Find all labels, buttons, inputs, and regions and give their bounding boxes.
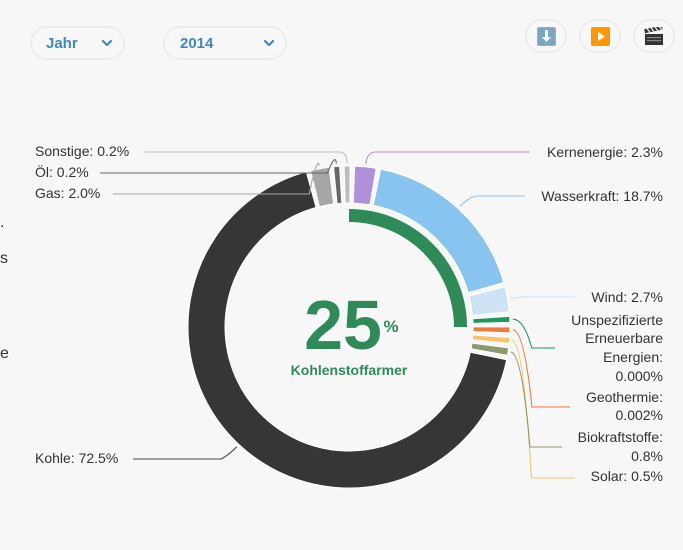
leader-line (145, 151, 348, 164)
leader-line (510, 296, 575, 300)
slice-wind[interactable] (468, 286, 510, 316)
year-select-value: 2014 (180, 34, 214, 52)
side-text-fragment: . (0, 214, 5, 231)
slice-kohle[interactable] (187, 171, 508, 489)
chevron-down-icon (263, 39, 275, 47)
slice-label: Erneuerbare (585, 330, 663, 346)
play-icon (590, 26, 610, 46)
slice-kernenergie[interactable] (352, 165, 377, 206)
slice-sonstige[interactable] (343, 165, 351, 204)
play-button[interactable] (579, 19, 621, 53)
slice-biokraftstoffe[interactable] (470, 342, 510, 356)
side-text-fragment: e (0, 345, 9, 362)
slice-solar[interactable] (471, 334, 511, 344)
download-arrow-icon (536, 26, 556, 46)
slice-label: Unspezifizierte (571, 312, 663, 328)
slice-öl[interactable] (333, 165, 343, 205)
slice-label: Solar: 0.5% (591, 468, 663, 484)
slice-wasserkraft[interactable] (372, 168, 505, 294)
slice-label: Energien: (603, 349, 663, 365)
leader-line (365, 151, 530, 164)
period-select[interactable]: Jahr (30, 26, 125, 60)
slice-label: Wasserkraft: 18.7% (541, 188, 663, 204)
slice-label: Öl: 0.2% (35, 163, 89, 180)
chevron-down-icon (101, 39, 113, 47)
slice-label: Gas: 2.0% (35, 185, 100, 201)
slice-label: 0.8% (631, 448, 663, 464)
period-select-value: Jahr (46, 34, 78, 52)
leader-line (113, 162, 320, 195)
download-button[interactable] (525, 19, 567, 53)
slice-geothermie[interactable] (472, 326, 511, 334)
slice-label: Geothermie: (586, 389, 663, 405)
video-button[interactable] (633, 19, 675, 53)
leader-line (100, 159, 337, 174)
slice-label: Biokraftstoffe: (578, 429, 663, 445)
slice-label: 0.002% (616, 407, 663, 423)
leader-line (512, 318, 555, 349)
slice-label: Sonstige: 0.2% (35, 143, 129, 159)
leader-line (510, 351, 562, 448)
leader-line (133, 446, 238, 460)
leader-line (512, 329, 570, 408)
side-text-fragment: s (0, 250, 8, 267)
slice-label: Kernenergie: 2.3% (547, 144, 663, 160)
slice-label: Kohle: 72.5% (35, 450, 118, 466)
center-label: Kohlenstoffarmer (291, 362, 408, 378)
slice-label: 0.000% (616, 368, 663, 384)
center-unit: % (383, 317, 398, 336)
slice-gas[interactable] (310, 166, 335, 208)
leader-line (459, 195, 525, 207)
center-value: 25 (304, 286, 382, 364)
slice-label: Wind: 2.7% (591, 289, 663, 305)
year-select[interactable]: 2014 (163, 26, 287, 60)
slice-unspezifizierte-erneuerbare-energien[interactable] (472, 315, 511, 324)
clapperboard-icon (644, 26, 663, 45)
leader-line (512, 340, 575, 479)
low-carbon-progress-arc (349, 209, 467, 327)
